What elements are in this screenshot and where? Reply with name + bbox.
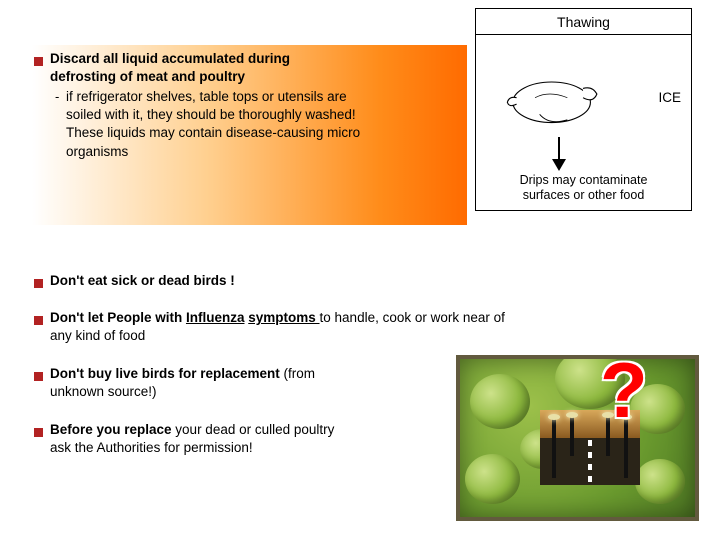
- bullet-icon: [34, 372, 43, 381]
- drip-arrow-icon: [546, 135, 572, 173]
- item4-bold: Don't buy live birds for replacement: [50, 366, 284, 381]
- item1-sub: if refrigerator shelves, table tops or u…: [66, 88, 360, 161]
- chicken-icon: [496, 70, 611, 130]
- question-mark-icon: ?: [600, 345, 648, 436]
- bullet-icon: [34, 428, 43, 437]
- item1-bold-line1: Discard all liquid accumulated during: [50, 51, 290, 66]
- item4: Don't buy live birds for replacement (fr…: [50, 365, 315, 401]
- item4-plain2: unknown source!): [50, 384, 157, 399]
- item5-plain2: ask the Authorities for permission!: [50, 440, 253, 455]
- item1-sub-line3: These liquids may contain disease-causin…: [66, 125, 360, 140]
- item1-bold: Discard all liquid accumulated during de…: [50, 50, 290, 86]
- thawing-caption-line2: surfaces or other food: [523, 188, 645, 202]
- item3-tail: to handle, cook or work near of: [320, 310, 505, 325]
- ice-label: ICE: [658, 90, 681, 105]
- item3-lead: Don't let People with: [50, 310, 186, 325]
- thawing-caption-line1: Drips may contaminate: [520, 173, 648, 187]
- item3-line2: any kind of food: [50, 328, 145, 343]
- item5-bold: Before you replace: [50, 422, 175, 437]
- thawing-title-box: Thawing: [475, 8, 692, 36]
- item1-sub-line2: soiled with it, they should be thoroughl…: [66, 107, 356, 122]
- item3-under1: Influenza: [186, 310, 245, 325]
- dash-icon: -: [55, 89, 59, 104]
- thawing-illustration-box: ICE Drips may contaminate surfaces or ot…: [475, 34, 692, 211]
- item3: Don't let People with Influenza symptoms…: [50, 309, 690, 345]
- bullet-icon: [34, 316, 43, 325]
- thawing-title: Thawing: [557, 14, 610, 30]
- item5-plain1: your dead or culled poultry: [175, 422, 334, 437]
- item2-text: Don't eat sick or dead birds !: [50, 272, 235, 290]
- bullet-icon: [34, 57, 43, 66]
- thawing-caption: Drips may contaminate surfaces or other …: [476, 173, 691, 204]
- item1-bold-line2: defrosting of meat and poultry: [50, 69, 245, 84]
- item3-under2: symptoms: [248, 310, 319, 325]
- item1-sub-line1: if refrigerator shelves, table tops or u…: [66, 89, 347, 104]
- bullet-icon: [34, 279, 43, 288]
- item1-sub-line4: organisms: [66, 144, 128, 159]
- item4-plain1: (from: [284, 366, 316, 381]
- item5: Before you replace your dead or culled p…: [50, 421, 334, 457]
